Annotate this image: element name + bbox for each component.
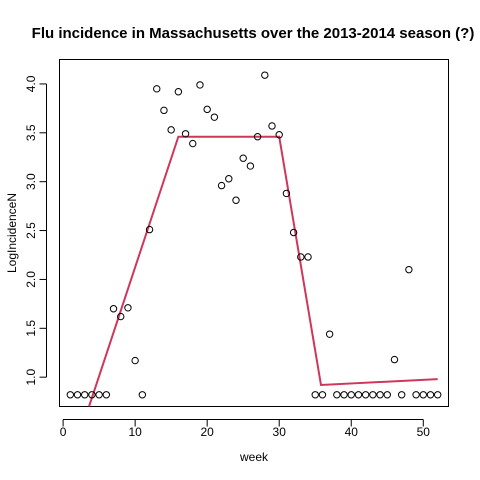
data-point	[275, 131, 283, 139]
data-point	[145, 225, 154, 234]
y-tick-label: 2.5	[24, 222, 38, 239]
data-point	[189, 139, 197, 148]
data-point	[390, 355, 399, 364]
data-point	[354, 391, 363, 399]
data-point	[246, 162, 255, 170]
y-axis: 1.0 1.5 2.0 2.5 3.0 3.5 4.0	[24, 75, 47, 386]
data-point	[433, 391, 442, 399]
y-tick-label: 1.5	[24, 320, 38, 337]
x-tick-label: 10	[128, 425, 142, 439]
data-point	[268, 122, 276, 130]
y-tick-label: 3.5	[24, 124, 38, 141]
y-tick-label: 4.0	[24, 75, 38, 92]
data-point	[311, 391, 319, 399]
data-point	[210, 113, 219, 121]
data-point	[376, 391, 384, 399]
data-point	[347, 391, 355, 399]
data-point	[340, 391, 348, 399]
x-tick-label: 20	[200, 425, 214, 439]
data-point	[131, 356, 139, 365]
data-point	[203, 105, 211, 114]
data-point	[282, 189, 291, 198]
data-point	[412, 391, 420, 399]
data-point	[217, 181, 226, 190]
x-tick-label: 40	[345, 425, 359, 439]
points-layer	[66, 71, 442, 399]
data-point	[109, 305, 118, 313]
data-point	[397, 391, 406, 399]
data-point	[73, 391, 82, 399]
data-point	[88, 391, 96, 399]
x-tick-label: 0	[60, 425, 67, 439]
data-point	[167, 126, 175, 134]
data-point	[253, 133, 262, 141]
x-axis-label: week	[239, 450, 269, 464]
chart-title: Flu incidence in Massachusetts over the …	[32, 25, 475, 42]
data-point	[174, 88, 183, 96]
x-tick-label: 50	[417, 425, 431, 439]
data-point	[153, 85, 161, 93]
data-point	[333, 391, 341, 399]
data-point	[304, 253, 312, 261]
data-point	[361, 391, 370, 399]
data-point	[124, 304, 132, 312]
y-tick-label: 1.0	[24, 369, 38, 386]
data-point	[419, 391, 427, 399]
plot-frame	[59, 59, 449, 407]
y-tick-label: 3.0	[24, 173, 38, 190]
data-point	[181, 130, 190, 138]
data-point	[239, 154, 247, 162]
data-point	[297, 253, 305, 261]
fit-line-layer	[88, 135, 438, 407]
data-point	[289, 228, 298, 237]
x-axis: 0 10 20 30 40 50	[60, 419, 431, 439]
data-point	[426, 391, 435, 399]
data-point	[225, 175, 233, 183]
data-point	[117, 312, 125, 321]
data-point	[95, 391, 103, 399]
data-point	[261, 71, 269, 79]
fit-line	[88, 135, 438, 407]
data-point	[405, 265, 413, 274]
y-axis-label: LogIncidenceN	[5, 193, 19, 273]
data-point	[318, 391, 327, 399]
data-point	[160, 106, 168, 115]
data-point	[383, 391, 391, 399]
data-point	[196, 81, 204, 89]
data-point	[66, 391, 75, 399]
y-tick-label: 2.0	[24, 271, 38, 288]
data-point	[325, 330, 334, 338]
data-point	[232, 196, 240, 204]
x-tick-label: 30	[273, 425, 287, 439]
data-point	[138, 391, 147, 399]
data-point	[369, 391, 377, 399]
data-point	[81, 391, 89, 399]
data-point	[102, 391, 111, 399]
